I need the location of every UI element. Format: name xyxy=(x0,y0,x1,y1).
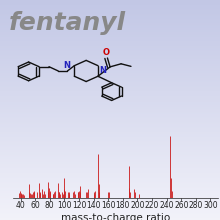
Text: N: N xyxy=(99,66,106,75)
Text: fentanyl: fentanyl xyxy=(9,11,126,35)
Text: N: N xyxy=(64,61,71,70)
X-axis label: mass-to-charge ratio: mass-to-charge ratio xyxy=(61,213,170,220)
Text: O: O xyxy=(103,48,110,57)
